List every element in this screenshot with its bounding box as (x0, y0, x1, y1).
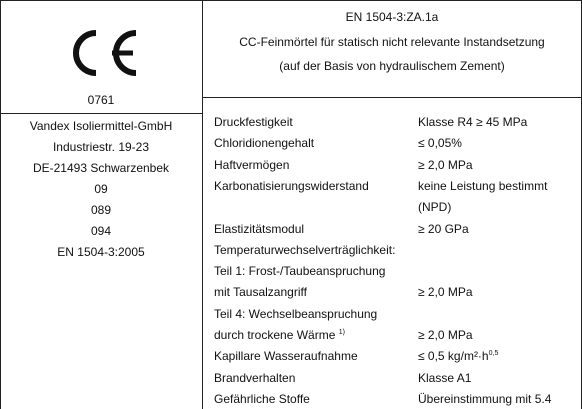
manufacturer-line: DE-21493 Schwarzenbek (32, 161, 170, 175)
notified-body-number: 0761 (87, 93, 115, 107)
manufacturer-line: Vandex Isoliermittel-GmbH (29, 119, 173, 133)
header-line: (auf der Basis von hydraulischem Zement) (279, 59, 505, 73)
manufacturer-line: 09 (94, 182, 108, 196)
property-value: ≥ 2,0 MPa (418, 158, 473, 172)
property-value-text: ≥ 2,0 MPa (418, 157, 473, 172)
property-value: ≤ 0,05% (418, 136, 462, 150)
property-name: durch trockene Wärme 1) (214, 328, 345, 342)
property-value: ≤ 0,5 kg/m²·h0,5 (418, 349, 498, 363)
manufacturer-line: Industriestr. 19-23 (52, 140, 150, 154)
property-value-text: ≥ 2,0 MPa (418, 328, 473, 342)
property-value: keine Leistung bestimmt (418, 179, 547, 193)
exponent: 0,5 (488, 350, 499, 358)
property-name: Brandverhalten (214, 371, 295, 385)
property-value-text: keine Leistung bestimmt (418, 178, 548, 193)
manufacturer-line: 094 (90, 224, 112, 238)
property-name-text: Kapillare Wasseraufnahme (214, 349, 358, 364)
border-left (0, 0, 1, 409)
manufacturer-line: EN 1504-3:2005 (57, 245, 145, 259)
ce-logo (73, 30, 137, 76)
property-name: Teil 4: Wechselbeanspruchung (214, 307, 377, 321)
property-value: ≥ 2,0 MPa (418, 285, 473, 299)
property-name-text: Chloridionengehalt (214, 136, 315, 151)
property-value-text: Klasse R4 ≥ 45 MPa (418, 115, 528, 129)
property-value-text: ≤ 0,05% (418, 136, 462, 151)
right-divider (202, 97, 582, 98)
property-name-text: Gefährliche Stoffe (214, 391, 310, 406)
property-value: (NPD) (418, 200, 451, 214)
property-name: Teil 1: Frost-/Taubeanspruchung (214, 264, 385, 278)
property-name-text: Teil 4: Wechselbeanspruchung (214, 306, 378, 321)
property-name-text: Elastizitätsmodul (214, 221, 305, 236)
property-name-text: Teil 1: Frost-/Taubeanspruchung (214, 264, 386, 279)
property-name: Karbonatisierungswiderstand (214, 179, 369, 193)
property-name: Haftvermögen (214, 158, 289, 172)
property-name: Druckfestigkeit (214, 115, 293, 129)
property-name-text: Brandverhalten (214, 370, 296, 385)
property-name: Kapillare Wasseraufnahme (214, 349, 358, 363)
header-line: EN 1504-3:ZA.1a (345, 10, 439, 24)
property-value: ≥ 20 GPa (418, 222, 469, 236)
property-name: Gefährliche Stoffe (214, 392, 310, 406)
property-value-text: ≥ 20 GPa (418, 221, 469, 236)
header-line: CC-Feinmörtel für statisch nicht relevan… (239, 34, 545, 49)
property-value-text: (NPD) (418, 200, 452, 215)
property-name: Temperaturwechselverträglichkeit: (214, 243, 395, 257)
property-name-text: Druckfestigkeit (214, 115, 293, 129)
property-value-text: ≥ 2,0 MPa (418, 285, 473, 300)
manufacturer-line: 089 (90, 203, 112, 217)
property-name: mit Tausalzangriff (214, 285, 307, 299)
property-value: Klasse R4 ≥ 45 MPa (418, 115, 527, 129)
column-divider (202, 0, 203, 409)
property-name: Elastizitätsmodul (214, 222, 304, 236)
property-name-text: mit Tausalzangriff (214, 285, 307, 300)
footnote-ref: 1) (338, 329, 345, 336)
property-name-text: Karbonatisierungswiderstand (214, 178, 369, 193)
property-name-text: Temperaturwechselverträglichkeit: (214, 242, 396, 257)
property-value-text: Klasse A1 (418, 370, 472, 385)
property-value-text: Übereinstimmung mit 5.4 (418, 391, 552, 406)
property-value: Klasse A1 (418, 371, 471, 385)
property-name-text: durch trockene Wärme (214, 328, 336, 342)
property-name: Chloridionengehalt (214, 136, 314, 150)
border-top (0, 0, 582, 1)
left-divider (0, 113, 202, 114)
property-value: Übereinstimmung mit 5.4 (418, 392, 551, 406)
property-value: ≥ 2,0 MPa (418, 328, 473, 342)
property-name-text: Haftvermögen (214, 157, 290, 172)
property-value-text: ≤ 0,5 kg/m²·h (418, 349, 489, 364)
